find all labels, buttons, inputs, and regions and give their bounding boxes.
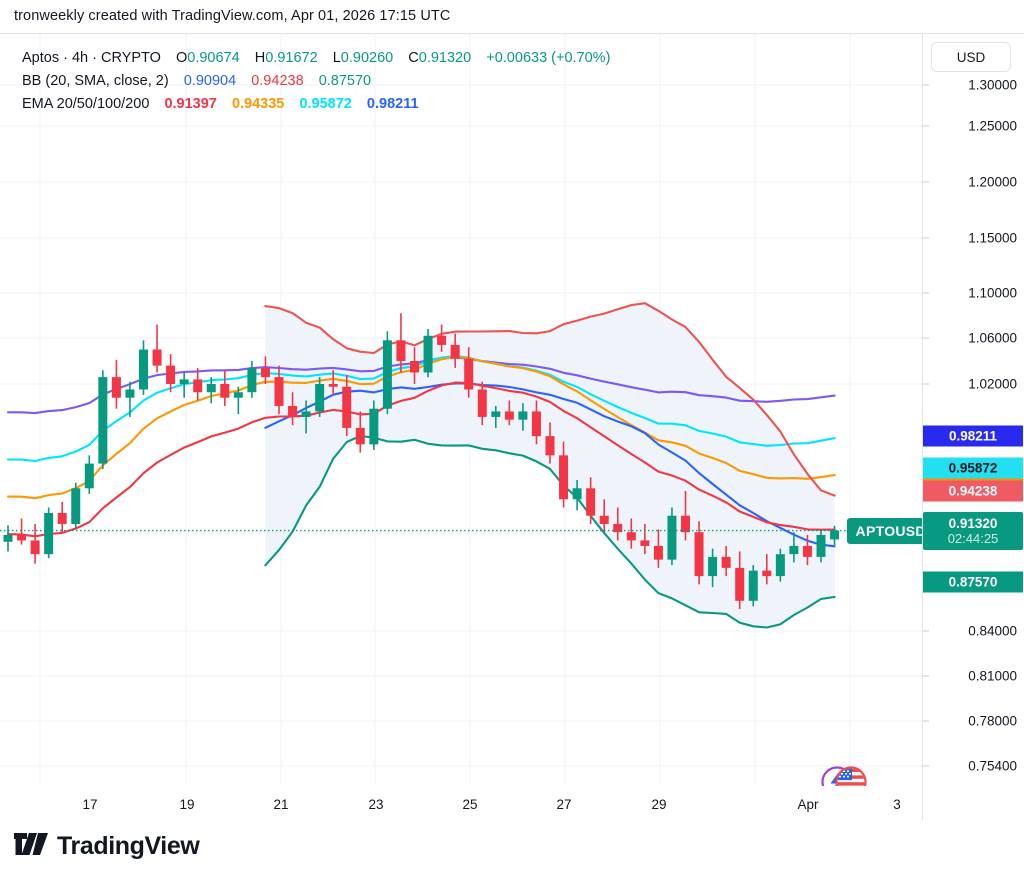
bb-fill	[265, 303, 835, 628]
legend-symbol[interactable]: Aptos	[22, 50, 60, 66]
price-axis-label: 0.75400	[968, 758, 1017, 774]
ema50-line	[6, 355, 836, 500]
legend-close-value: 0.91320	[418, 50, 472, 66]
chart-legend: Aptos · 4h · CRYPTO O0.90674 H0.91672 L0…	[22, 47, 610, 116]
ema100-line	[6, 354, 836, 463]
time-axis-label: 23	[368, 797, 384, 812]
legend-low-label: L	[332, 50, 341, 66]
legend-bb-title[interactable]: BB (20, SMA, close, 2)	[22, 73, 169, 89]
price-tick	[923, 237, 929, 239]
chart-canvas	[0, 34, 922, 786]
legend-low-value: 0.90260	[340, 50, 394, 66]
legend-ema100: 0.95872	[299, 96, 352, 112]
currency-button[interactable]: USD	[931, 42, 1011, 72]
price-axis-label: 1.15000	[968, 230, 1017, 246]
bb-lower-price-badge[interactable]: 0.87570	[923, 571, 1023, 593]
price-axis-label: 0.84000	[968, 623, 1017, 639]
tradingview-brand-text: TradingView	[57, 832, 200, 860]
last-price-value: 0.91320	[948, 515, 998, 531]
legend-open-label: O	[175, 50, 188, 66]
legend-exchange: CRYPTO	[101, 50, 161, 66]
price-axis-label: 0.81000	[968, 668, 1017, 684]
legend-interval[interactable]: 4h	[71, 50, 89, 66]
time-axis-label: 21	[273, 797, 289, 812]
price-tick	[923, 292, 929, 294]
tradingview-logo-icon	[14, 833, 48, 860]
legend-high-label: H	[254, 50, 266, 66]
legend-ema50: 0.94335	[231, 96, 285, 112]
time-axis-label: 19	[179, 797, 195, 812]
price-tick	[923, 181, 929, 183]
time-axis-label: Apr	[797, 797, 819, 812]
bb-upper-price-badge[interactable]: 0.94238	[923, 480, 1023, 501]
legend-high-value: 0.91672	[265, 50, 318, 66]
bb-basis-line	[264, 382, 836, 548]
price-tick	[923, 720, 929, 722]
ema20-line	[6, 381, 836, 538]
bb-upper-line	[264, 302, 836, 497]
time-axis-label: 17	[82, 797, 98, 812]
axis-corner	[922, 785, 1024, 820]
legend-close-label: C	[408, 50, 419, 66]
price-axis-label: 1.30000	[968, 77, 1017, 93]
price-axis-label: 0.78000	[968, 713, 1017, 729]
legend-bb-lower: 0.87570	[318, 73, 372, 89]
price-axis-label: 1.25000	[968, 118, 1017, 134]
ema100-price-badge[interactable]: 0.95872	[923, 457, 1023, 479]
symbol-price-flag[interactable]: APTOUSD	[846, 517, 922, 544]
price-axis-label: 1.20000	[968, 174, 1017, 190]
bar-countdown: 02:44:25	[947, 530, 999, 546]
legend-bb-basis: 0.90904	[183, 73, 237, 89]
legend-ema20: 0.91397	[164, 96, 217, 112]
economic-events-us-icon[interactable]	[816, 762, 872, 786]
legend-open-value: 0.90674	[187, 50, 240, 66]
last-price-badge[interactable]: 0.91320 02:44:25	[923, 511, 1023, 550]
price-axis-label: 1.10000	[968, 285, 1017, 301]
ema200-price-badge[interactable]: 0.98211	[923, 425, 1023, 447]
time-axis-label: 27	[556, 797, 572, 812]
price-tick	[923, 337, 929, 339]
price-axis-label: 1.02000	[968, 376, 1017, 392]
chart-plot-area[interactable]: Aptos · 4h · CRYPTO O0.90674 H0.91672 L0…	[0, 33, 922, 787]
legend-bb-upper: 0.94238	[251, 73, 304, 89]
price-tick	[923, 125, 929, 127]
attribution-text: tronweekly created with TradingView.com,…	[14, 8, 451, 24]
legend-row-bb: BB (20, SMA, close, 2) 0.90904 0.94238 0…	[22, 70, 610, 93]
legend-row-symbol: Aptos · 4h · CRYPTO O0.90674 H0.91672 L0…	[22, 50, 611, 66]
price-axis-label: 1.06000	[968, 330, 1017, 346]
chart-container[interactable]: Aptos · 4h · CRYPTO O0.90674 H0.91672 L0…	[0, 33, 1024, 820]
price-axis[interactable]: USD 1.30000 1.25000 1.20000 1.15000 1.10000 1…	[922, 33, 1024, 787]
legend-ema-title[interactable]: EMA 20/50/100/200	[22, 96, 150, 112]
time-axis-label: 25	[462, 797, 478, 812]
time-axis-label: 29	[651, 797, 667, 812]
price-tick	[923, 84, 929, 86]
tradingview-footer: TradingView	[14, 832, 200, 861]
price-tick	[923, 383, 929, 385]
time-axis[interactable]: 17 19 21 23 25 27 29 Apr 3	[0, 785, 922, 820]
legend-ema200: 0.98211	[366, 96, 419, 112]
symbol-flag-label: APTOUSD	[855, 522, 922, 539]
time-axis-label: 3	[893, 797, 901, 812]
legend-row-ema: EMA 20/50/100/200 0.91397 0.94335 0.9587…	[22, 93, 610, 116]
price-tick	[923, 765, 929, 767]
legend-change-value: +0.00633 (+0.70%)	[486, 50, 611, 66]
price-tick	[923, 630, 929, 632]
price-tick	[923, 675, 929, 677]
candlestick-series	[3, 313, 840, 610]
